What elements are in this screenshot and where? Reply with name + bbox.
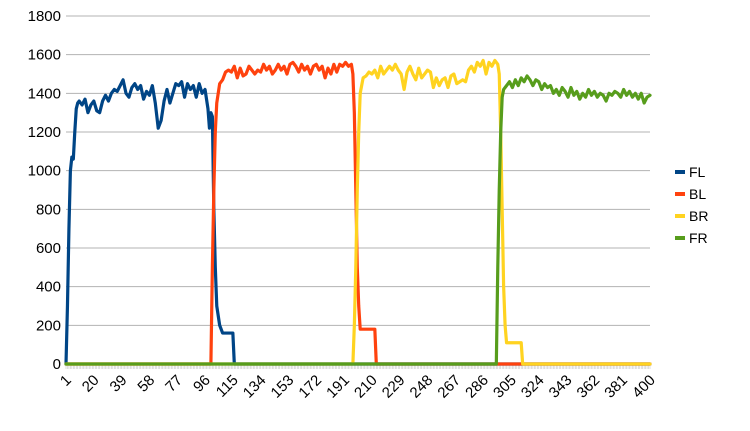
- legend: FL BL BR FR: [675, 164, 708, 246]
- y-tick-label: 200: [36, 317, 61, 334]
- x-tick-label: 39: [107, 372, 131, 396]
- x-tick-label: 134: [240, 372, 270, 402]
- x-tick-label: 305: [490, 372, 520, 402]
- x-tick-label: 77: [162, 372, 186, 396]
- series-line-fl: [64, 78, 652, 366]
- x-tick-label: 381: [601, 372, 631, 402]
- y-tick-label: 800: [36, 201, 61, 218]
- x-axis-tick-labels: 1 20 39 58 77 9611513415317219121022924826728…: [57, 372, 659, 402]
- x-tick-label: 324: [518, 372, 548, 402]
- x-tick-label: 229: [379, 372, 409, 402]
- y-tick-label: 600: [36, 240, 61, 257]
- x-tick-label: 191: [323, 372, 353, 402]
- y-tick-label: 400: [36, 279, 61, 296]
- x-tick-label: 20: [79, 372, 103, 396]
- x-tick-label: 153: [268, 372, 298, 402]
- legend-label-fl: FL: [689, 164, 706, 180]
- y-axis-tick-labels: 0 200 400 600 800 1000 1200 1400 1600 1800: [28, 8, 61, 373]
- x-tick-label: 400: [629, 372, 659, 402]
- x-tick-label: 115: [213, 372, 242, 401]
- y-tick-label: 1600: [28, 47, 61, 64]
- series-line-bl: [64, 60, 652, 366]
- y-tick-label: 1800: [28, 8, 61, 25]
- y-tick-label: 1000: [28, 163, 61, 180]
- x-tick-label: 343: [546, 372, 576, 402]
- x-tick-label: 1: [57, 372, 75, 390]
- legend-label-fr: FR: [689, 230, 708, 246]
- x-tick-label: 286: [462, 372, 492, 402]
- legend-label-bl: BL: [689, 186, 706, 202]
- series-lines: [64, 58, 652, 366]
- y-tick-label: 1400: [28, 85, 61, 102]
- x-tick-label: 267: [434, 372, 464, 402]
- y-tick-label: 1200: [28, 124, 61, 141]
- x-tick-label: 210: [351, 372, 381, 402]
- series-line-fr: [64, 74, 652, 366]
- x-tick-label: 172: [295, 372, 325, 402]
- x-tick-label: 58: [134, 372, 158, 396]
- legend-label-br: BR: [689, 208, 708, 224]
- x-tick-label: 96: [190, 372, 214, 396]
- y-tick-label: 0: [53, 356, 61, 373]
- x-tick-label: 248: [407, 372, 437, 402]
- x-tick-label: 362: [574, 372, 604, 402]
